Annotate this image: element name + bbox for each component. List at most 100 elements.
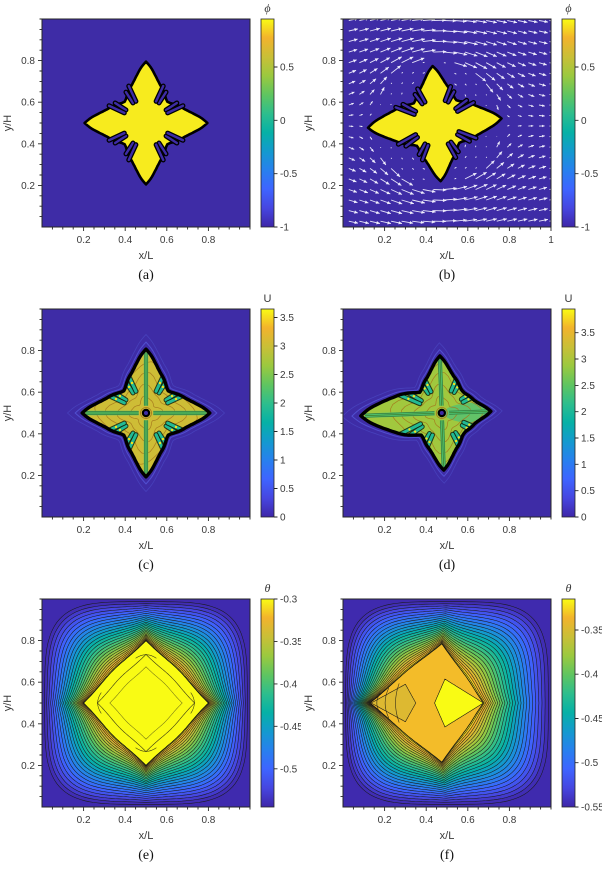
colorbar-ticks <box>274 67 278 227</box>
flow-arrowhead <box>554 41 558 44</box>
colorbar-tick-label: 2.5 <box>581 381 595 392</box>
flow-arrowhead <box>553 104 556 107</box>
slit-hotspot <box>128 438 130 440</box>
x-tick-label: 0.8 <box>201 235 215 246</box>
colorbar-title: θ <box>265 581 271 595</box>
y-tick-label: 0.4 <box>21 139 35 150</box>
colorbar <box>562 19 575 227</box>
y-tick-label: 0.6 <box>21 388 35 399</box>
slit-hotspot <box>467 398 469 400</box>
y-axis-label: y/H <box>2 115 14 132</box>
field-layer <box>343 17 558 227</box>
slit-hotspot <box>162 438 164 440</box>
y-tick-label: 0.8 <box>322 56 336 67</box>
flow-arrowhead <box>553 73 557 76</box>
slit-hotspot <box>458 436 460 438</box>
y-tick-label: 0.8 <box>21 346 35 357</box>
flow-arrowhead <box>553 114 556 117</box>
y-tick-label: 0.4 <box>21 719 35 730</box>
x-tick-label: 0.4 <box>118 235 132 246</box>
x-tick-label: 0.4 <box>419 525 433 536</box>
colorbar-tick-label: 2 <box>581 407 587 418</box>
field-layer <box>42 19 250 227</box>
slit-hotspot <box>159 382 161 384</box>
field-layer <box>343 599 551 807</box>
colorbar-tick-label: 0 <box>280 116 286 127</box>
colorbar-title: θ <box>566 581 572 595</box>
flow-arrowhead <box>554 208 558 211</box>
colorbar <box>562 599 575 807</box>
slit-hotspot <box>175 426 177 428</box>
colorbar-tick-label: 0.5 <box>280 63 294 74</box>
field-layer <box>42 309 250 517</box>
colorbar <box>261 309 274 517</box>
x-axis-label: x/L <box>440 250 455 262</box>
colorbar-ticks <box>274 599 278 769</box>
colorbar-tick-label: -0.35 <box>280 637 301 648</box>
subplot-caption: (f) <box>440 848 454 863</box>
x-tick-label: 0.6 <box>461 525 475 536</box>
colorbar-tick-label: 0.5 <box>581 486 595 497</box>
colorbar-tick-label: -0.5 <box>581 758 599 769</box>
x-tick-label: 0.8 <box>201 525 215 536</box>
colorbar-tick-label: 3 <box>280 342 286 353</box>
y-tick-label: 0.6 <box>21 98 35 109</box>
colorbar-tick-label: -0.4 <box>581 670 599 681</box>
x-axis-label: x/L <box>139 830 154 842</box>
y-axis-label: y/H <box>303 405 315 422</box>
colorbar-ticks <box>575 67 579 227</box>
colorbar-tick-label: 0 <box>581 116 587 127</box>
center-core-dot <box>439 410 445 416</box>
x-tick-label: 0.4 <box>419 235 433 246</box>
colorbar-ticks <box>274 318 278 518</box>
slit-hotspot <box>119 429 121 431</box>
slit-hotspot <box>468 423 470 425</box>
slit-hotspot <box>171 429 173 431</box>
colorbar-tick-label: -0.55 <box>581 803 602 814</box>
slit-hotspot <box>453 383 455 385</box>
y-tick-label: 0.8 <box>21 636 35 647</box>
colorbar <box>562 309 575 517</box>
x-tick-label: 0.6 <box>461 235 475 246</box>
colorbar-tick-label: 1.5 <box>280 427 294 438</box>
flow-arrowhead <box>553 145 556 148</box>
colorbar-tick-label: 2 <box>280 399 286 410</box>
colorbar-ticks <box>575 333 579 517</box>
x-tick-label: 0.6 <box>160 525 174 536</box>
colorbar-tick-label: 1 <box>280 456 286 467</box>
x-tick-label: 0.6 <box>160 235 174 246</box>
flow-arrowhead <box>553 125 556 128</box>
flow-arrowhead <box>554 187 558 190</box>
slit-hotspot <box>162 386 164 388</box>
y-tick-label: 0.2 <box>21 471 35 482</box>
slit-hotspot <box>131 382 133 384</box>
slit-hotspot <box>428 441 430 443</box>
colorbar-ticks <box>575 630 579 807</box>
colorbar-tick-label: -0.3 <box>280 595 298 606</box>
flow-arrowhead <box>555 219 559 222</box>
y-tick-label: 0.8 <box>322 346 336 357</box>
colorbar-tick-label: -0.45 <box>581 714 602 725</box>
colorbar-title: ϕ <box>565 1 571 15</box>
y-tick-label: 0.2 <box>21 181 35 192</box>
colorbar-tick-label: -1 <box>581 223 590 234</box>
colorbar <box>261 599 274 807</box>
slit-hotspot <box>131 442 133 444</box>
colorbar-tick-label: -0.4 <box>280 679 298 690</box>
x-tick-label: 0.6 <box>160 815 174 826</box>
x-axis-label: x/L <box>139 250 154 262</box>
colorbar-tick-label: -1 <box>280 223 289 234</box>
colorbar-tick-label: -0.45 <box>280 722 301 733</box>
slit-hotspot <box>423 387 425 389</box>
colorbar-tick-label: 3 <box>581 355 587 366</box>
slit-hotspot <box>119 395 121 397</box>
colorbar-tick-label: 0.5 <box>280 484 294 495</box>
flow-arrowhead <box>555 20 559 23</box>
